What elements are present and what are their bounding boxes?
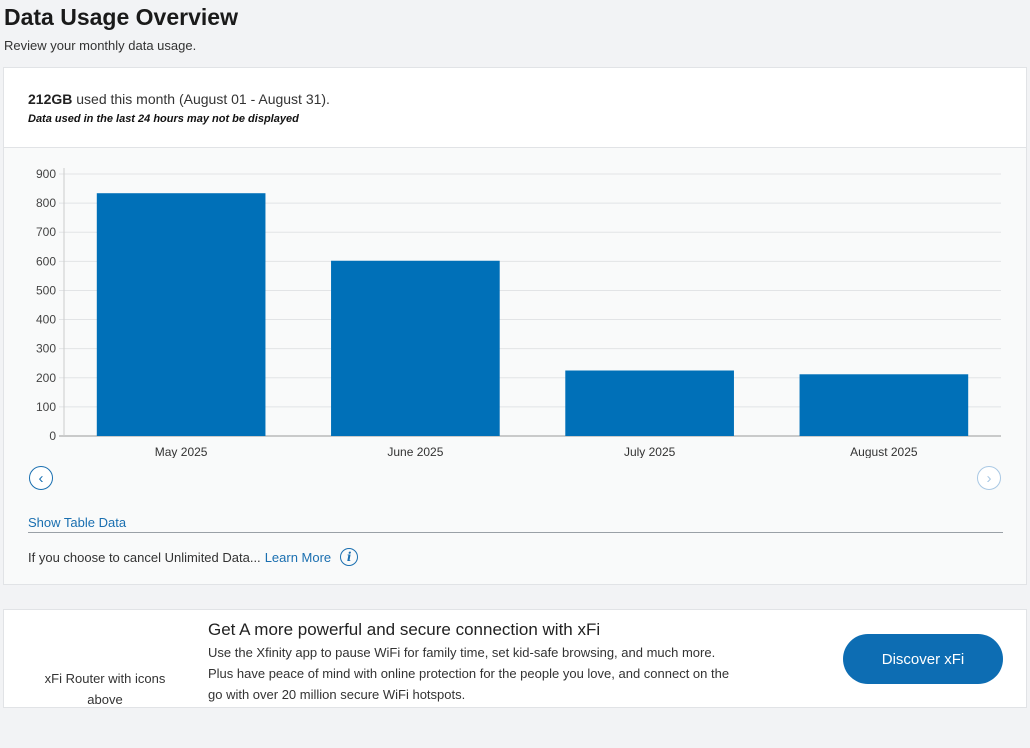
y-tick-label: 600 bbox=[36, 254, 56, 268]
usage-card: 212GB used this month (August 01 - Augus… bbox=[3, 67, 1027, 585]
y-tick-label: 700 bbox=[36, 225, 56, 239]
y-tick-label: 100 bbox=[36, 400, 56, 414]
cancel-unlimited-row: If you choose to cancel Unlimited Data..… bbox=[28, 548, 359, 566]
usage-line: 212GB used this month (August 01 - Augus… bbox=[28, 91, 330, 107]
page-title: Data Usage Overview bbox=[4, 4, 238, 30]
chevron-right-icon[interactable]: › bbox=[977, 466, 1001, 490]
y-tick-label: 400 bbox=[36, 313, 56, 327]
bar bbox=[799, 374, 969, 436]
y-tick-label: 800 bbox=[36, 196, 56, 210]
show-table-data-link[interactable]: Show Table Data bbox=[28, 515, 127, 530]
y-tick-label: 500 bbox=[36, 283, 56, 297]
bar bbox=[96, 193, 266, 436]
xfi-promo-card: xFi Router with icons above Get A more p… bbox=[3, 609, 1027, 708]
chevron-left-icon[interactable]: ‹ bbox=[29, 466, 53, 490]
x-tick-label: June 2025 bbox=[387, 445, 443, 458]
x-tick-label: July 2025 bbox=[624, 445, 676, 458]
usage-bar-chart: 0 100 200 300 400 500 600 700 800 900 May 2025 June… bbox=[36, 167, 1001, 458]
usage-note: Data used in the last 24 hours may not b… bbox=[28, 113, 299, 125]
usage-period: used this month (August 01 - August 31). bbox=[72, 91, 330, 107]
cancel-text: If you choose to cancel Unlimited Data..… bbox=[28, 549, 261, 565]
usage-summary: 212GB used this month (August 01 - Augus… bbox=[4, 68, 1026, 148]
learn-more-link[interactable]: Learn More bbox=[264, 549, 332, 565]
y-tick-label: 900 bbox=[36, 167, 56, 181]
y-tick-label: 200 bbox=[36, 371, 56, 385]
discover-xfi-button[interactable]: Discover xFi bbox=[843, 634, 1003, 684]
info-icon[interactable]: i bbox=[340, 548, 359, 566]
bar bbox=[331, 260, 500, 436]
x-tick-label: May 2025 bbox=[155, 445, 208, 458]
y-tick-label: 0 bbox=[49, 429, 56, 443]
y-tick-label: 300 bbox=[36, 342, 56, 356]
bar bbox=[565, 370, 734, 436]
x-tick-label: August 2025 bbox=[850, 445, 918, 458]
chart-area: 0 100 200 300 400 500 600 700 800 900 May 2025 June… bbox=[4, 148, 1026, 584]
promo-body: Use the Xfinity app to pause WiFi for fa… bbox=[208, 645, 730, 702]
page-subtitle: Review your monthly data usage. bbox=[4, 38, 197, 53]
promo-title: Get A more powerful and secure connectio… bbox=[208, 620, 601, 639]
divider bbox=[28, 532, 1003, 533]
usage-amount: 212GB bbox=[28, 91, 73, 107]
xfi-router-image: xFi Router with icons above bbox=[44, 671, 166, 707]
